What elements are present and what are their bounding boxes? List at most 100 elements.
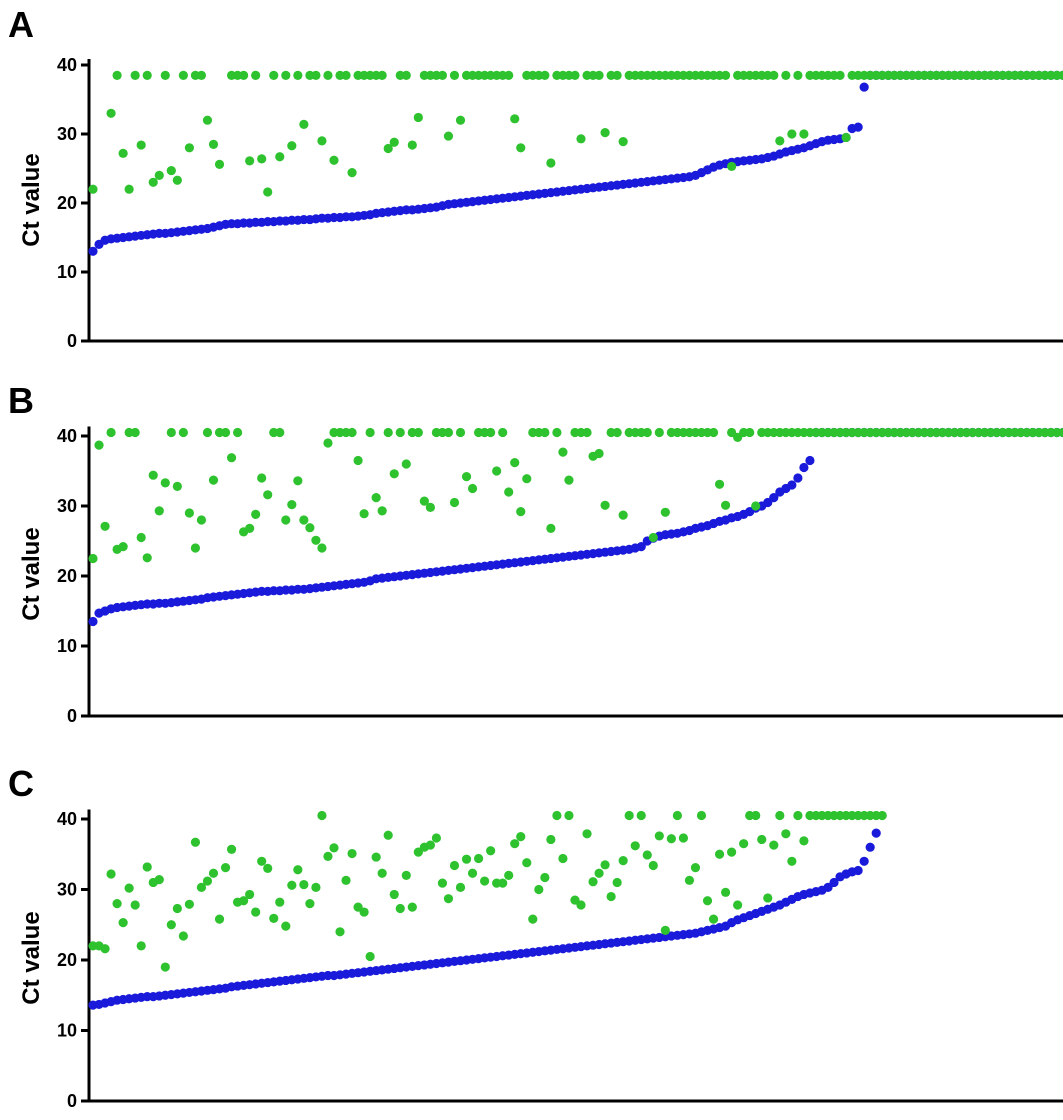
panel-c-green-point <box>389 889 399 900</box>
panel-b-green-point <box>172 481 182 491</box>
panel-b-green-point <box>160 478 170 488</box>
panel-c-green-point <box>498 878 508 888</box>
panel-c-green-point <box>739 839 749 849</box>
panel-a-green-point <box>769 70 779 80</box>
panel-a-blue-point <box>853 122 863 132</box>
panel-c-green-point <box>281 921 291 931</box>
panel-c-green-point <box>154 875 164 885</box>
panel-b-green-point <box>190 543 201 553</box>
panel-c-green-point <box>666 834 676 844</box>
panel-b-green-point <box>564 475 574 485</box>
panel-c-green-point <box>558 853 568 864</box>
panel-a-green-point <box>239 70 249 80</box>
panel-a-green-point <box>407 140 417 150</box>
panel-c-green-point <box>564 810 574 821</box>
panel-c-green-point <box>239 896 249 906</box>
panel-c-green-point <box>142 862 152 872</box>
panel-c-y-tick-label: 20 <box>57 950 77 970</box>
panel-b-green-point <box>540 427 550 438</box>
panel-c-green-point <box>769 840 779 850</box>
panel-b-green-point <box>220 427 231 438</box>
panel-c-green-point <box>275 897 285 907</box>
panel-b-green-point <box>612 427 622 438</box>
panel-b-y-tick-label: 0 <box>67 706 77 726</box>
panel-b-green-point <box>510 458 520 468</box>
panel-b-green-point <box>377 506 387 516</box>
panel-a-green-point <box>142 70 152 80</box>
panel-a-green-point <box>449 70 460 80</box>
panel-c-green-point <box>504 870 514 881</box>
panel-a-y-tick-label: 0 <box>67 331 77 351</box>
panel-a-green-point <box>401 70 411 80</box>
panel-c-green-point <box>395 903 405 914</box>
panel-c-green-point <box>287 880 297 890</box>
panel-a-green-point <box>413 112 423 123</box>
panel-b-green-point <box>401 459 411 469</box>
panel-c-green-point <box>522 858 532 868</box>
panel-b-green-point <box>642 427 652 438</box>
panel-b-chart: 0 10 20 30 40 <box>57 426 1063 726</box>
panel-c-blue-point <box>859 856 869 866</box>
panel-c-green-point <box>648 860 658 871</box>
panel-b-green-point <box>136 532 146 543</box>
panel-b-green-point <box>347 427 357 438</box>
panel-a-green-point <box>1058 70 1063 80</box>
panel-c-green-point <box>473 853 484 864</box>
panel-a-green-point <box>835 70 845 80</box>
panel-a-green-point <box>510 114 520 124</box>
panel-c-green-point <box>371 852 381 862</box>
panel-b-green-point <box>600 500 610 510</box>
panel-b-y-tick-label: 30 <box>57 496 77 516</box>
panel-c-green-point <box>654 831 664 841</box>
panel-a-green-point <box>612 70 622 80</box>
panel-b-green-point <box>226 453 237 463</box>
panel-b-green-point <box>263 490 273 500</box>
panel-a-green-point <box>166 165 176 176</box>
panel-b-green-point <box>594 448 604 459</box>
panel-a: A Ct value 0 10 20 30 40 <box>0 0 1063 360</box>
panel-c-green-point <box>678 833 689 843</box>
panel-c-green-point <box>214 914 225 924</box>
panel-a-blue-point <box>859 82 869 92</box>
panel-c-green-point <box>708 914 719 924</box>
panel-a-green-point <box>160 70 170 80</box>
panel-a-green-point <box>329 155 339 165</box>
panel-c-green-point <box>323 851 333 861</box>
panel-b-green-point <box>745 427 755 438</box>
panel-a-green-point <box>293 70 303 80</box>
panel-c-green-point <box>696 810 707 821</box>
panel-b-green-point <box>257 473 267 483</box>
panel-c-y-tick-label: 40 <box>57 809 77 829</box>
panel-c-green-point <box>486 846 496 856</box>
panel-c-green-point <box>257 856 267 866</box>
panel-b-green-point <box>492 466 502 476</box>
panel-c-green-point <box>594 868 604 878</box>
panel-c-green-point <box>546 834 556 845</box>
panel-b-green-point <box>94 440 104 450</box>
panel-a-green-point <box>196 70 207 80</box>
panel-b-green-point <box>208 475 219 485</box>
panel-b-green-point <box>353 455 363 466</box>
panel-a-green-point <box>781 70 791 80</box>
panel-c-green-point <box>329 843 339 853</box>
panel-c-y-tick-label: 10 <box>57 1021 77 1041</box>
panel-b-green-point <box>751 501 761 511</box>
panel-b-blue-point <box>799 462 809 473</box>
panel-b-green-point <box>166 427 176 438</box>
panel-b-blue-point <box>636 542 646 552</box>
panel-c-green-point <box>431 833 442 843</box>
panel-b-green-point <box>552 427 562 438</box>
panel-b-green-point <box>293 476 303 486</box>
panel-c-green-point <box>220 863 231 873</box>
panel-c-green-point <box>630 841 640 851</box>
panel-c-green-point <box>467 868 478 878</box>
panel-c-green-point <box>202 876 213 886</box>
panel-a-green-point <box>275 152 285 162</box>
panel-c-green-point <box>251 907 261 917</box>
panel-a-green-point <box>383 143 393 154</box>
panel-b-green-point <box>130 427 140 438</box>
panel-c-green-point <box>449 860 460 871</box>
panel-c-green-point <box>720 887 731 897</box>
panel-c-green-point <box>787 856 797 866</box>
panel-b-green-point <box>648 532 658 543</box>
